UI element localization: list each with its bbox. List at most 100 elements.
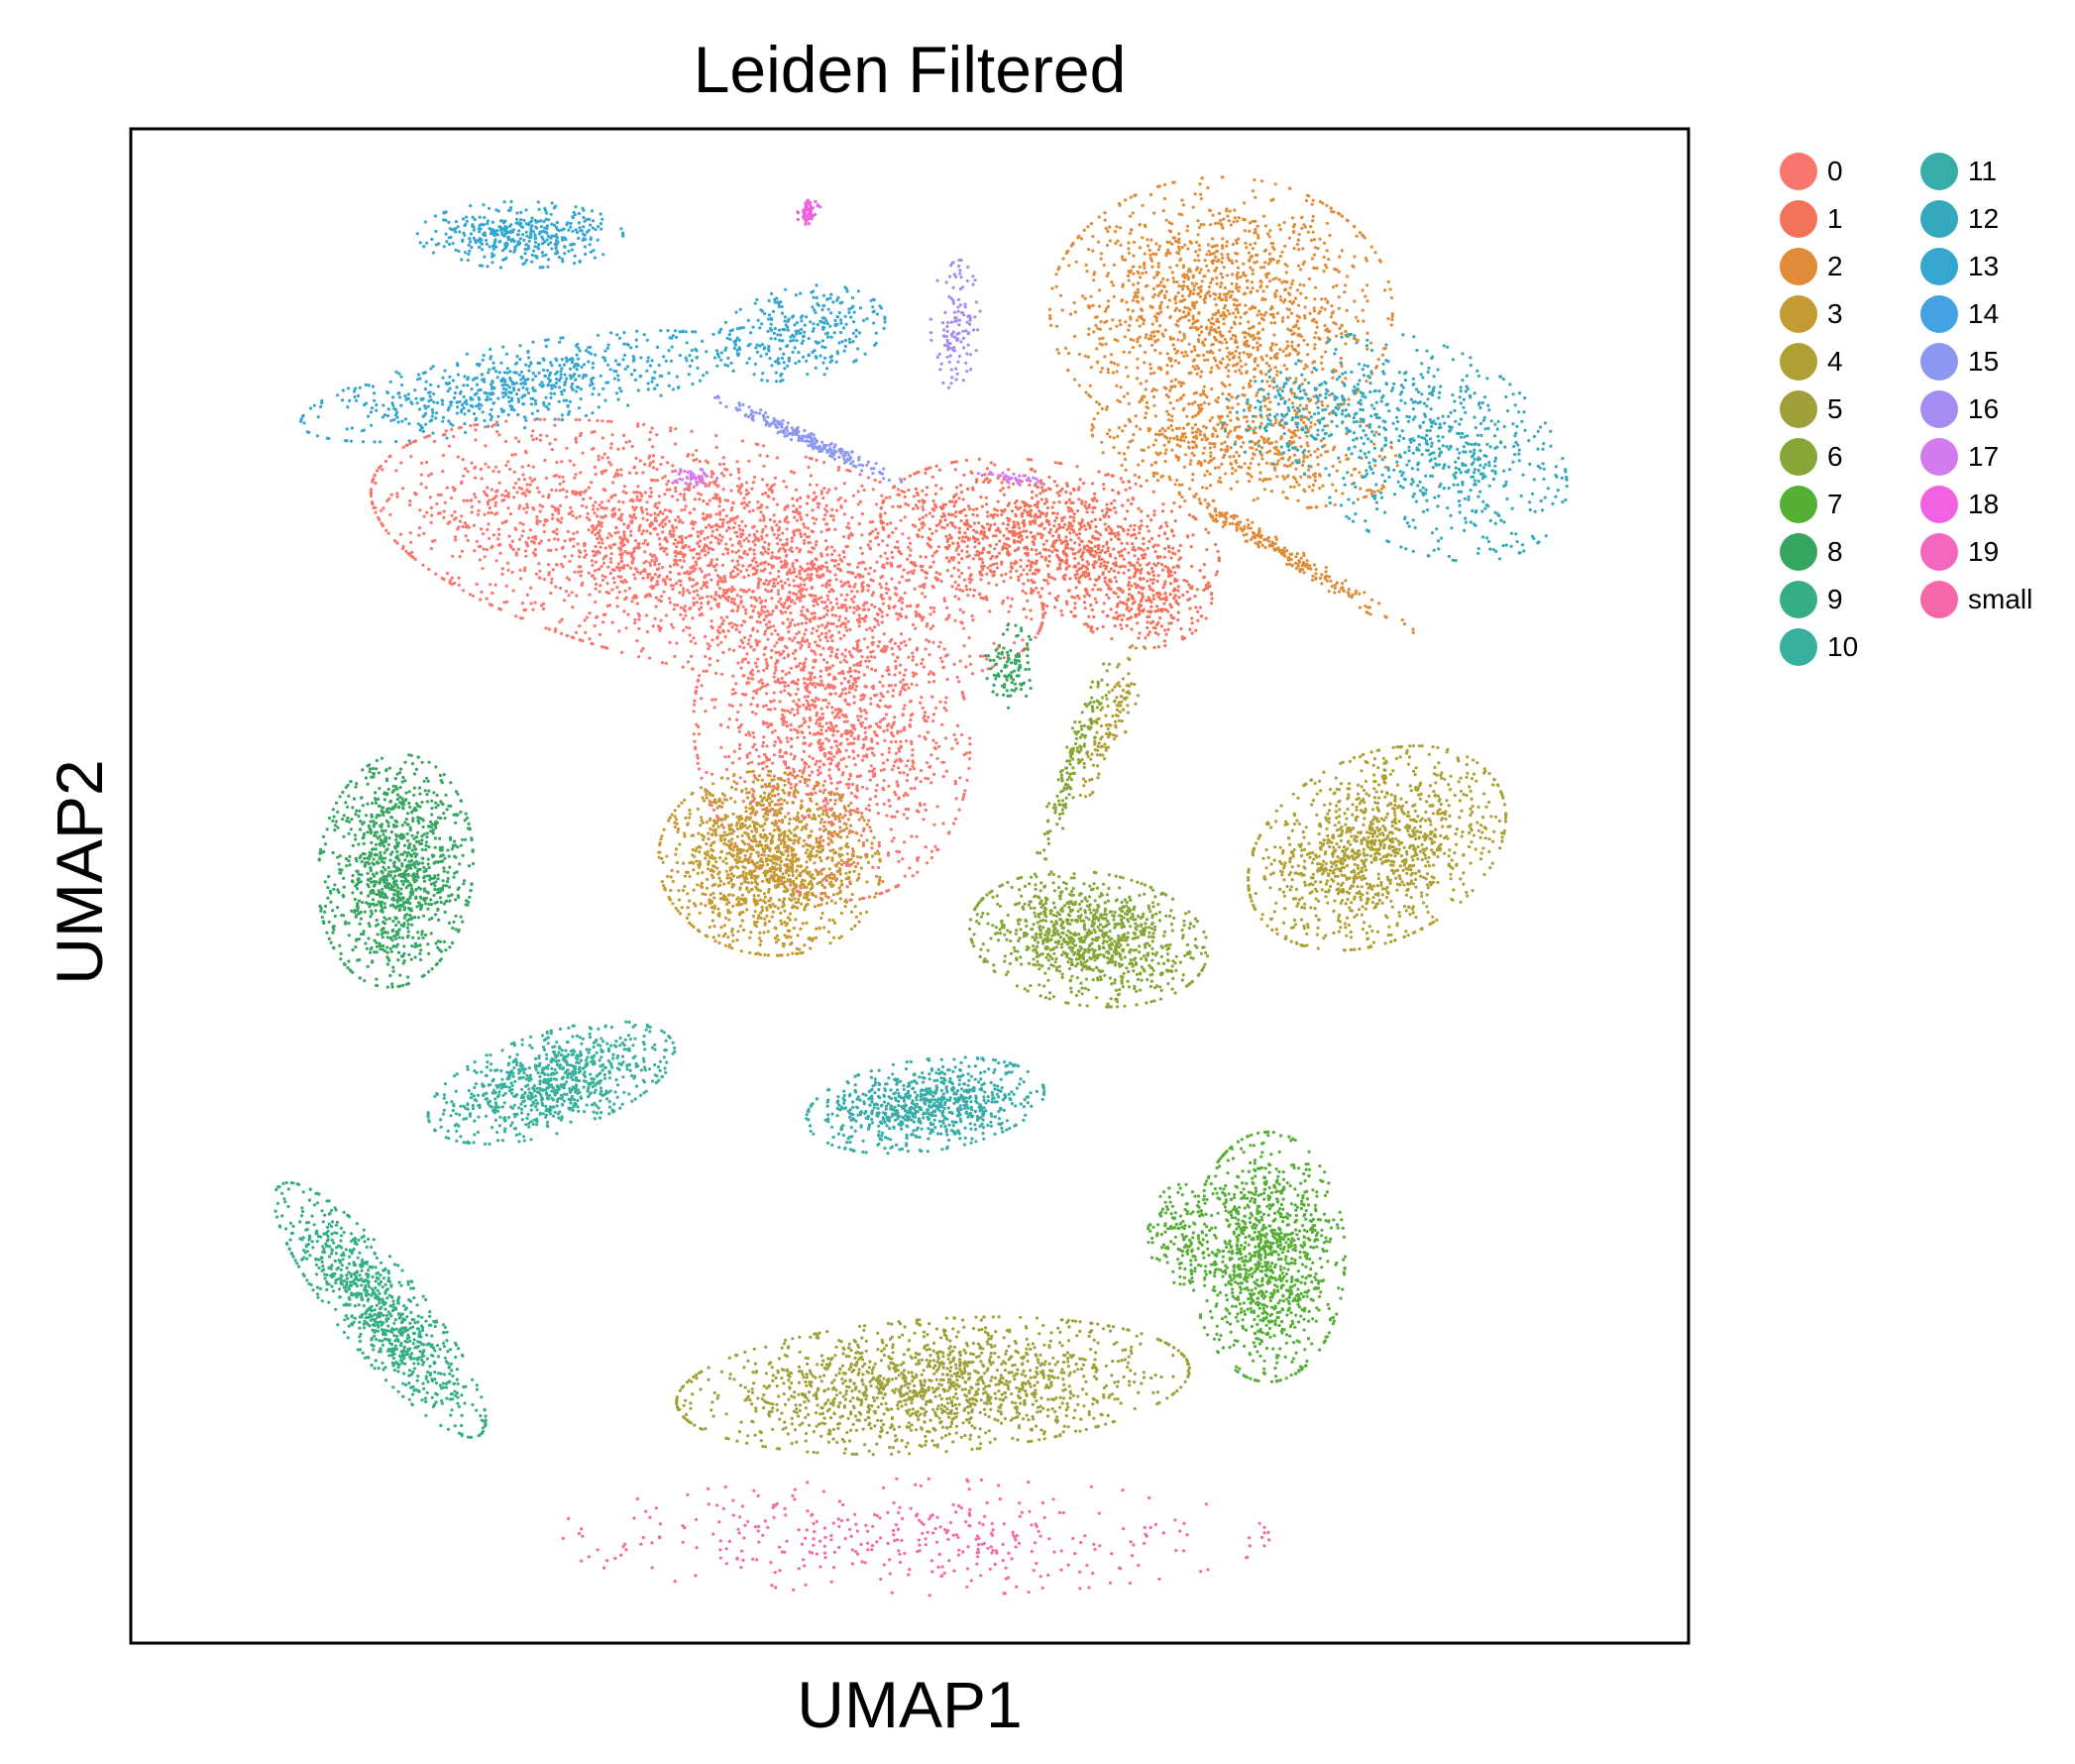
data-point [1009,576,1013,580]
data-point [572,636,576,640]
data-point [1119,477,1123,481]
data-point [847,691,851,695]
data-point [934,741,938,745]
data-point [525,544,530,548]
data-point [867,895,872,899]
data-point [591,563,595,567]
data-point [710,595,713,599]
data-point [810,563,814,567]
data-point [1035,494,1038,497]
data-point [682,496,686,499]
data-point [981,536,985,541]
data-point [1087,505,1091,509]
data-point [517,506,521,510]
data-point [1065,484,1069,488]
data-point [896,731,900,735]
data-point [960,549,964,553]
data-point [703,549,707,553]
data-point [881,597,886,601]
data-point [885,814,889,818]
data-point [656,532,660,536]
data-point [920,568,925,572]
data-point [1014,514,1018,518]
data-point [737,555,742,559]
data-point [805,699,809,703]
data-point [639,493,644,496]
data-point [1030,547,1034,552]
data-point [932,680,936,684]
data-point [712,597,716,601]
data-point [950,574,954,578]
data-point [750,760,754,764]
data-point [895,849,899,853]
data-point [823,507,827,511]
data-point [713,568,717,573]
data-point [818,723,821,727]
data-point [828,777,832,781]
data-point [707,647,710,651]
data-point [565,490,569,494]
data-point [770,566,774,570]
data-point [907,655,911,659]
data-point [606,419,610,423]
data-point [1047,554,1051,558]
data-point [721,456,725,460]
data-point [761,527,765,532]
data-point [844,606,848,610]
data-point [785,562,789,566]
data-point [715,583,719,587]
data-point [675,545,679,549]
data-point [1040,621,1044,625]
data-point [587,486,591,490]
data-point [893,673,897,677]
data-point [655,433,659,437]
data-point [384,528,388,532]
data-point [1013,641,1017,645]
data-point [816,603,819,606]
data-point [574,438,578,442]
data-point [648,495,652,498]
data-point [713,493,717,496]
data-point [691,585,695,589]
data-point [597,549,601,554]
data-point [778,700,782,704]
data-point [940,722,944,726]
data-point [1124,488,1128,492]
data-point [637,613,642,618]
data-point [1100,508,1104,512]
data-point [515,491,519,495]
data-point [1018,540,1022,544]
data-point [688,591,692,595]
data-point [1068,515,1072,519]
data-point [921,525,925,530]
data-point [843,604,847,607]
data-point [800,594,805,599]
data-point [460,514,464,518]
data-point [1002,533,1006,538]
data-point [783,709,787,713]
data-point [828,808,833,813]
data-point [1065,559,1069,564]
data-point [776,735,781,740]
data-point [708,644,712,648]
data-point [728,537,732,541]
data-point [738,527,742,531]
data-point [1057,494,1061,497]
data-point [576,542,580,546]
data-point [838,569,843,573]
data-point [870,667,874,671]
data-point [1122,613,1126,617]
data-point [812,546,817,551]
data-point [736,572,740,577]
data-point [865,655,870,659]
data-point [524,451,528,455]
data-point [795,559,799,563]
data-point [743,550,747,554]
data-point [454,538,458,542]
data-point [508,512,513,516]
data-point [902,771,906,775]
data-point [669,426,673,430]
data-point [607,532,611,536]
data-point [803,781,808,785]
data-point [561,488,566,492]
